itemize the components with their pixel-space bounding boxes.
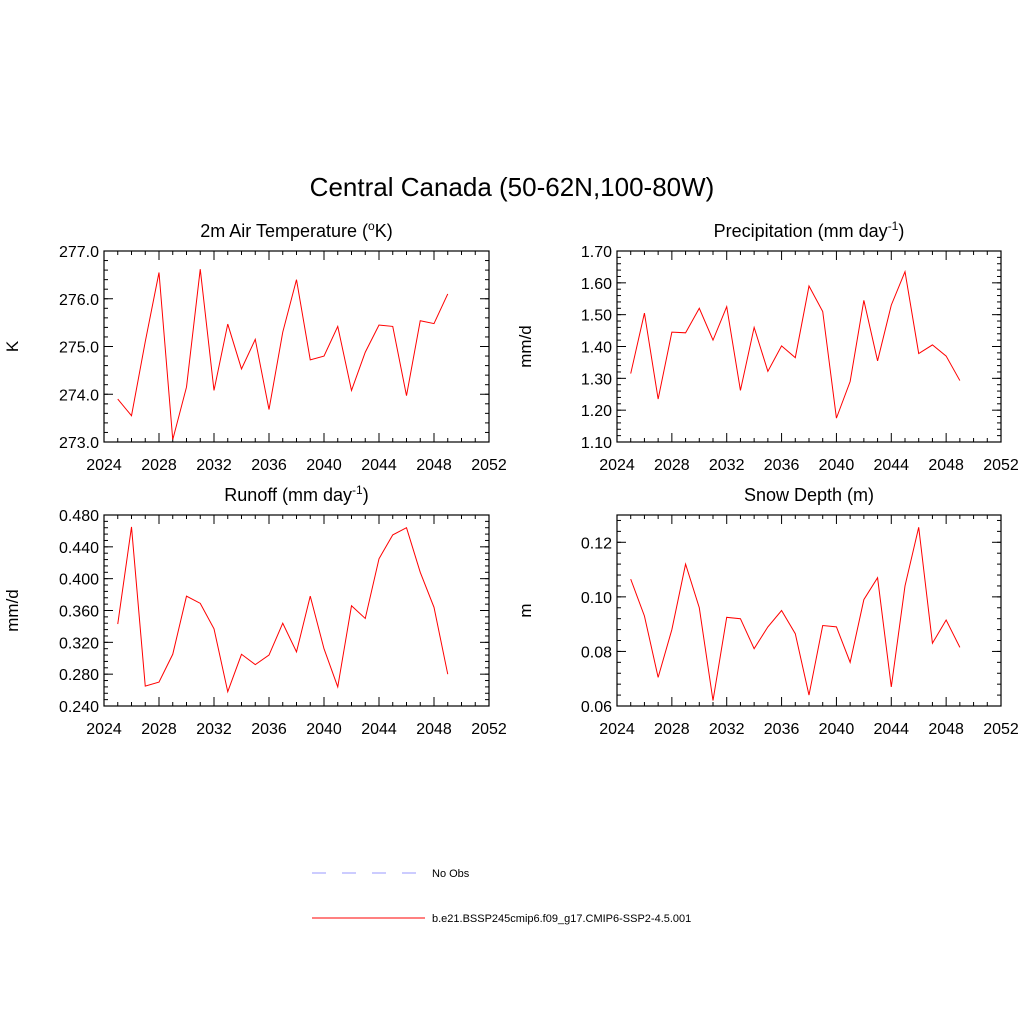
y-tick-label: 276.0: [59, 292, 99, 309]
panel-title: Snow Depth (m): [744, 485, 874, 505]
y-tick-label: 1.40: [581, 340, 612, 357]
x-tick-label: 2032: [196, 721, 232, 738]
x-tick-label: 2024: [599, 457, 635, 474]
x-tick-label: 2028: [141, 457, 177, 474]
y-tick-label: 1.50: [581, 308, 612, 325]
y-axis-label: K: [3, 340, 22, 352]
y-tick-label: 274.0: [59, 387, 99, 404]
series-line: [117, 526, 449, 694]
x-tick-label: 2052: [471, 721, 507, 738]
series-line: [630, 527, 961, 701]
series-line: [117, 269, 449, 440]
x-tick-label: 2032: [709, 457, 745, 474]
y-tick-label: 0.400: [59, 572, 99, 589]
x-tick-label: 2028: [654, 721, 690, 738]
x-tick-label: 2028: [141, 721, 177, 738]
x-tick-label: 2024: [86, 457, 122, 474]
legend-label-no-obs: No Obs: [432, 868, 470, 880]
y-tick-label: 0.320: [59, 635, 99, 652]
x-tick-label: 2040: [306, 721, 342, 738]
panel-title: Precipitation (mm day-1): [714, 219, 905, 241]
y-tick-label: 277.0: [59, 244, 99, 261]
x-tick-label: 2044: [361, 721, 397, 738]
y-tick-label: 0.10: [581, 590, 612, 607]
x-tick-label: 2052: [983, 721, 1019, 738]
series-line: [630, 269, 961, 419]
panel-1: 2m Air Temperature (oK) K 2024 2028 2032 2036…: [3, 219, 507, 474]
panel-3: Runoff (mm day-1) mm/d 2024 2028 2032 2036 204…: [3, 483, 507, 738]
y-tick-label: 1.20: [581, 403, 612, 420]
y-tick-label: 0.08: [581, 644, 612, 661]
x-tick-label: 2048: [928, 721, 964, 738]
y-tick-label: 1.60: [581, 276, 612, 293]
y-axis-label: m: [516, 603, 535, 617]
y-tick-label: 0.240: [59, 699, 99, 716]
plot-frame: [616, 514, 1002, 707]
y-tick-label: 0.12: [581, 535, 612, 552]
figure-title: Central Canada (50-62N,100-80W): [310, 172, 715, 202]
panel-title: Runoff (mm day-1): [224, 483, 368, 505]
y-tick-label: 1.70: [581, 244, 612, 261]
y-tick-label: 0.440: [59, 540, 99, 557]
x-tick-label: 2036: [251, 457, 287, 474]
x-tick-label: 2044: [873, 721, 909, 738]
y-tick-label: 0.360: [59, 604, 99, 621]
x-tick-label: 2032: [709, 721, 745, 738]
x-tick-label: 2048: [416, 457, 452, 474]
x-tick-label: 2032: [196, 457, 232, 474]
panel-title: 2m Air Temperature (oK): [200, 219, 392, 241]
x-tick-label: 2036: [764, 457, 800, 474]
x-tick-label: 2044: [873, 457, 909, 474]
y-tick-label: 1.10: [581, 435, 612, 452]
y-tick-label: 275.0: [59, 340, 99, 357]
panel-2: Precipitation (mm day-1) mm/d 2024 2028 2032…: [516, 219, 1019, 474]
x-tick-label: 2048: [928, 457, 964, 474]
x-tick-label: 2040: [819, 721, 855, 738]
x-tick-label: 2052: [471, 457, 507, 474]
x-tick-label: 2028: [654, 457, 690, 474]
panels: 2m Air Temperature (oK) K 2024 2028 2032 2036…: [3, 219, 1019, 738]
y-tick-label: 1.30: [581, 371, 612, 388]
x-tick-label: 2036: [251, 721, 287, 738]
x-tick-label: 2044: [361, 457, 397, 474]
x-tick-label: 2040: [819, 457, 855, 474]
y-axis-label: mm/d: [3, 589, 22, 632]
x-tick-label: 2048: [416, 721, 452, 738]
y-tick-label: 273.0: [59, 435, 99, 452]
y-axis-label: mm/d: [516, 325, 535, 368]
y-tick-label: 0.06: [581, 699, 612, 716]
x-tick-label: 2036: [764, 721, 800, 738]
x-tick-label: 2052: [983, 457, 1019, 474]
legend-label-model: b.e21.BSSP245cmip6.f09_g17.CMIP6-SSP2-4.…: [432, 913, 691, 925]
x-tick-label: 2024: [86, 721, 122, 738]
y-tick-label: 0.480: [59, 508, 99, 525]
x-tick-label: 2040: [306, 457, 342, 474]
legend: No Obs b.e21.BSSP245cmip6.f09_g17.CMIP6-…: [312, 868, 691, 925]
x-tick-label: 2024: [599, 721, 635, 738]
plot-frame: [616, 250, 1002, 443]
panel-4: Snow Depth (m) m 2024 2028 2032 2036 2040 2044 2…: [516, 485, 1019, 738]
y-tick-label: 0.280: [59, 667, 99, 684]
